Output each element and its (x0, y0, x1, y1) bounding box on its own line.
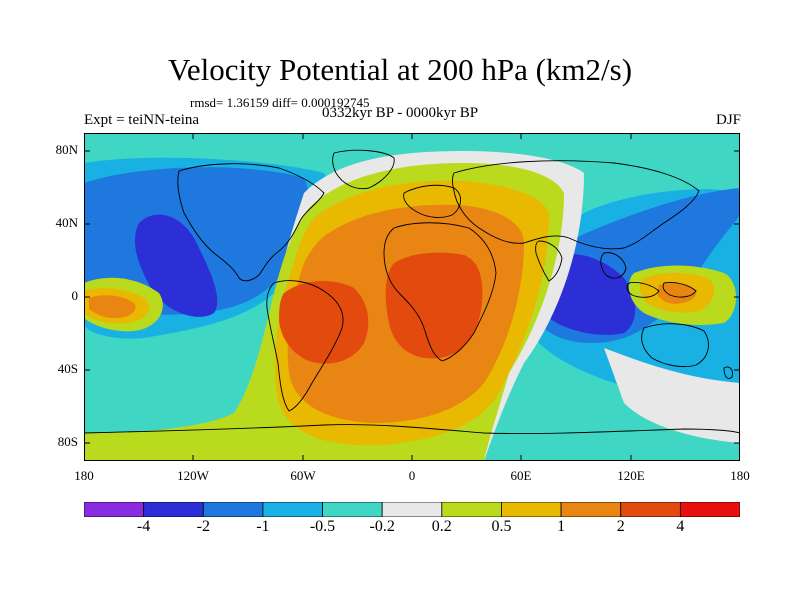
lon-tick-label: 180 (74, 468, 94, 483)
lon-tick-label: 120E (617, 468, 645, 483)
colorbar-label: 0.2 (431, 518, 452, 535)
lat-tick-label: 80S (57, 434, 78, 449)
tick-marks (84, 133, 740, 461)
lon-tick-label: 120W (177, 468, 209, 483)
colorbar (84, 502, 740, 517)
chart-title: Velocity Potential at 200 hPa (km2/s) (167, 52, 633, 87)
season-label: DJF (715, 112, 741, 128)
colorbar-swatch (501, 502, 562, 517)
lat-tick-label: 80N (55, 142, 78, 157)
lon-tick-label: 0 (408, 468, 416, 483)
colorbar-label: -4 (136, 518, 151, 535)
coastlines (84, 149, 740, 434)
field-west-blue (84, 167, 310, 315)
colorbar-swatch (202, 502, 264, 517)
colorbar-swatch (381, 502, 443, 517)
colorbar-swatch (441, 502, 502, 517)
field-neutral-east (604, 348, 740, 443)
lon-tick-label: 60E (510, 468, 532, 483)
colorbar-swatch (262, 502, 323, 517)
stats-label: rmsd= 1.36159 diff= 0.000192745 (190, 95, 370, 110)
period-label: 0332kyr BP - 0000kyr BP (321, 105, 479, 121)
field-positive-red-sa (279, 281, 369, 364)
colorbar-swatch (84, 502, 145, 517)
field-pacific-orange (89, 295, 136, 319)
colorbar-label: -0.5 (309, 518, 336, 535)
field-indo-orange (657, 282, 697, 304)
colorbar-label: -0.2 (369, 518, 395, 535)
colorbar-swatch (143, 502, 204, 517)
colorbar-label: -1 (256, 518, 270, 535)
lat-tick-label: 40S (57, 361, 78, 376)
lon-tick-label: 60W (290, 468, 316, 483)
lat-tick-label: 40N (55, 215, 78, 230)
lat-tick-label: 0 (71, 288, 79, 303)
colorbar-swatch (620, 502, 681, 517)
colorbar-label: 0.5 (491, 518, 512, 535)
colorbar-swatch (322, 502, 383, 517)
colorbar-label: 2 (616, 518, 625, 535)
colorbar-label: 4 (676, 518, 685, 535)
field-positive-red-africa (385, 252, 483, 359)
lon-tick-label: 180 (730, 468, 750, 483)
colorbar-label: -2 (196, 518, 210, 535)
colorbar-label: 1 (557, 518, 566, 535)
experiment-label: Expt = teiNN-teina (84, 112, 200, 128)
colorbar-swatch (560, 502, 622, 517)
colorbar-swatch (679, 502, 740, 517)
velocity-potential-map (84, 133, 740, 461)
